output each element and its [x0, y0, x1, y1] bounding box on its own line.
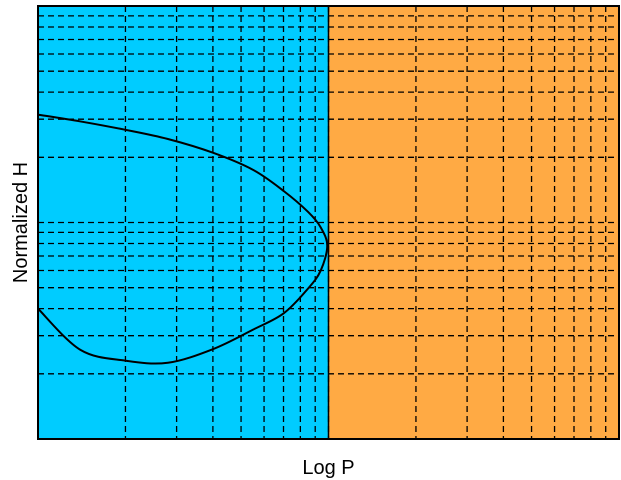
grid [38, 6, 619, 439]
x-axis-label: Log P [302, 457, 354, 479]
plot-frame [37, 5, 620, 440]
series-group [37, 113, 329, 365]
series-line-0 [37, 113, 329, 365]
y-axis-label: Normalized H [10, 162, 32, 283]
